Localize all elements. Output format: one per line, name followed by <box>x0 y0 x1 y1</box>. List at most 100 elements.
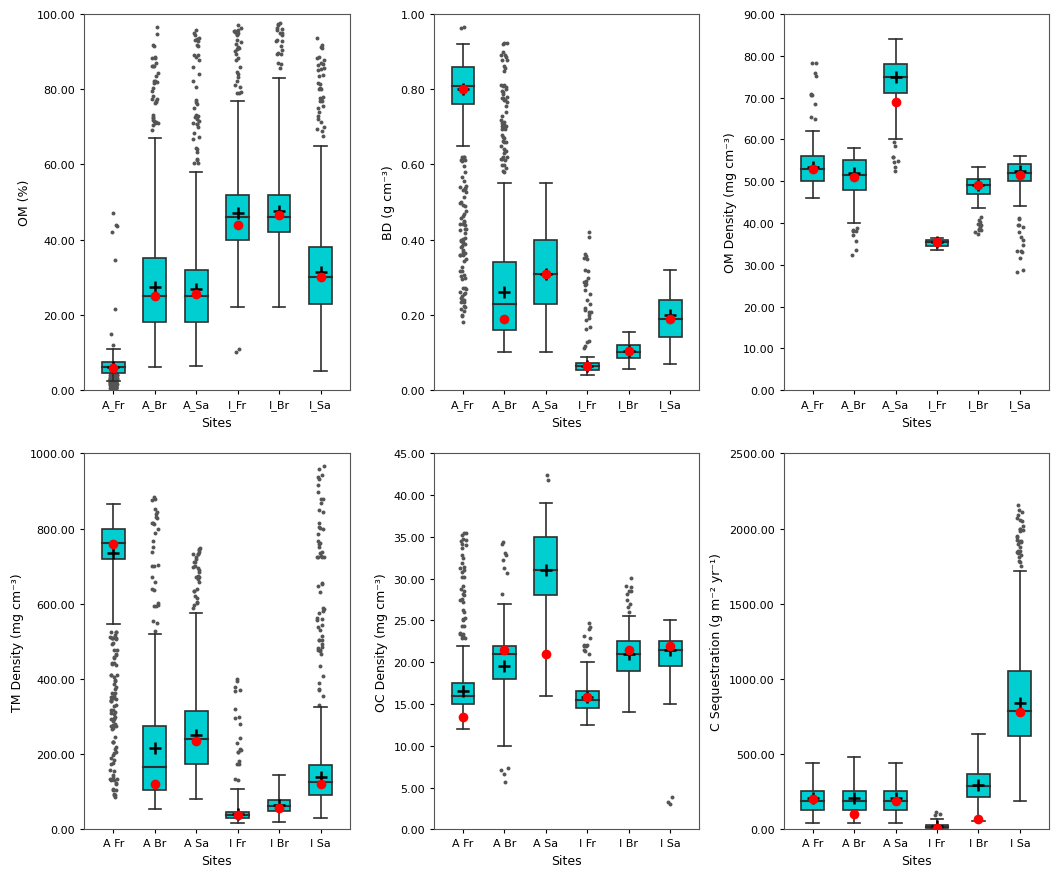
Point <box>455 198 472 212</box>
Point <box>108 220 125 234</box>
Point <box>494 39 511 53</box>
Point <box>188 550 205 564</box>
Point <box>496 562 513 576</box>
Point <box>455 614 472 628</box>
Point <box>189 97 206 112</box>
Point <box>106 677 123 691</box>
Point <box>103 373 120 387</box>
Point <box>454 294 471 308</box>
Point <box>538 468 555 482</box>
Bar <box>884 65 907 94</box>
Point <box>494 131 511 145</box>
Point <box>455 233 472 247</box>
Point <box>108 644 125 658</box>
Point <box>312 96 329 110</box>
Point <box>186 585 202 599</box>
Point <box>105 782 122 796</box>
Point <box>190 157 207 171</box>
Point <box>191 68 208 83</box>
Point <box>189 547 206 561</box>
Point <box>496 119 513 133</box>
Point <box>1014 239 1031 253</box>
Point <box>269 19 286 33</box>
Point <box>314 669 331 683</box>
Point <box>498 105 515 119</box>
Point <box>497 93 514 107</box>
Point <box>102 369 119 383</box>
Point <box>455 560 472 574</box>
Point <box>456 619 473 633</box>
Point <box>311 681 328 695</box>
Point <box>273 27 290 41</box>
Point <box>498 99 515 113</box>
Point <box>148 511 165 525</box>
Point <box>232 81 249 95</box>
Point <box>229 25 246 39</box>
Point <box>144 559 161 573</box>
Point <box>496 132 513 146</box>
Point <box>1012 245 1029 259</box>
Point <box>144 517 161 531</box>
Point <box>227 773 244 787</box>
Point <box>145 109 162 123</box>
Point <box>454 619 471 633</box>
Point <box>453 235 470 249</box>
Point <box>498 151 515 165</box>
Point <box>108 381 125 395</box>
Point <box>314 630 331 644</box>
Point <box>313 92 330 106</box>
Point <box>312 623 329 637</box>
Point <box>230 87 247 101</box>
Point <box>146 559 163 573</box>
Point <box>313 550 330 564</box>
Point <box>493 119 510 133</box>
Point <box>108 698 125 712</box>
Point <box>308 612 325 626</box>
Point <box>802 89 819 103</box>
Point <box>310 551 326 565</box>
Point <box>188 571 205 585</box>
Point <box>103 376 120 390</box>
Point <box>576 644 593 658</box>
Point <box>187 589 204 603</box>
Point <box>661 796 678 810</box>
Point <box>106 381 123 395</box>
Point <box>145 115 162 129</box>
Point <box>229 736 246 750</box>
Bar <box>534 241 558 305</box>
Bar <box>534 537 558 595</box>
Point <box>456 269 473 283</box>
Point <box>310 535 326 549</box>
Point <box>147 96 164 110</box>
Point <box>457 184 474 198</box>
Point <box>103 367 120 381</box>
Point <box>457 272 474 286</box>
Point <box>106 651 123 665</box>
Point <box>146 117 163 131</box>
Point <box>188 96 205 110</box>
Point <box>621 605 638 619</box>
Point <box>581 335 598 349</box>
Point <box>104 756 121 770</box>
Point <box>1011 252 1028 266</box>
Y-axis label: OM (%): OM (%) <box>18 180 31 226</box>
Point <box>105 377 122 391</box>
Point <box>456 208 473 222</box>
Point <box>102 378 119 392</box>
Point <box>494 151 511 165</box>
Point <box>104 374 121 388</box>
Point <box>103 377 120 391</box>
Point <box>576 278 593 292</box>
Point <box>104 226 121 240</box>
Point <box>273 29 290 43</box>
Point <box>312 644 329 658</box>
Point <box>145 490 162 504</box>
Point <box>494 54 511 68</box>
Point <box>311 521 328 535</box>
Point <box>149 522 166 536</box>
Point <box>189 153 206 167</box>
Point <box>453 302 470 316</box>
Point <box>311 503 328 517</box>
Point <box>107 369 124 383</box>
Point <box>106 746 123 760</box>
